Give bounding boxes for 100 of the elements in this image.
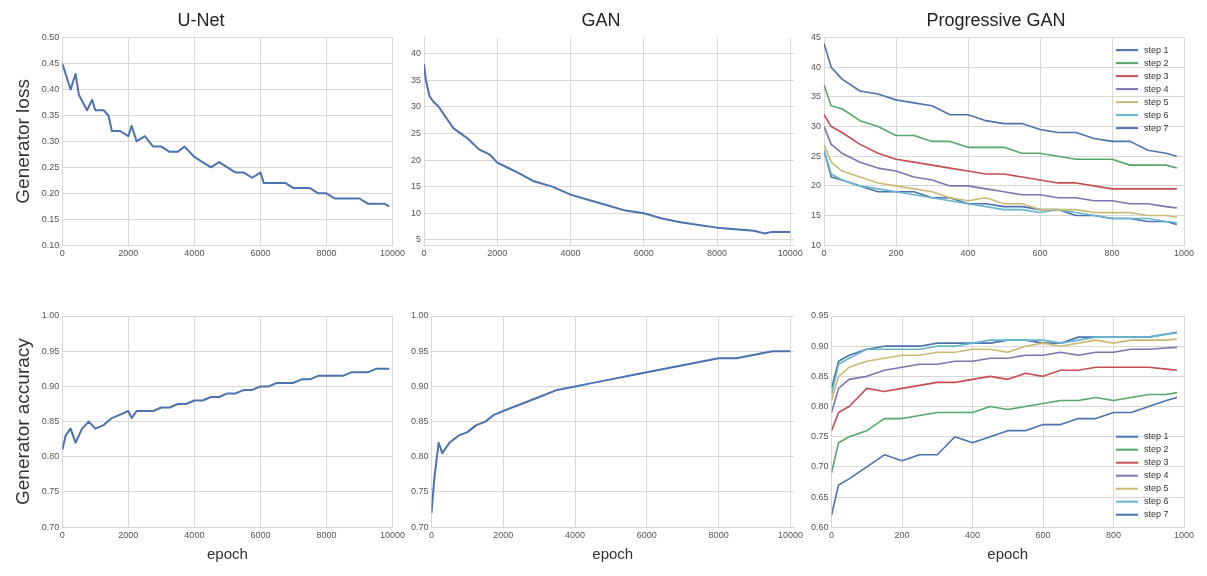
x-axis-title: epoch: [592, 545, 634, 563]
legend-label: step 4: [1144, 83, 1169, 94]
chart-title: GAN: [581, 9, 621, 30]
x-tick-label: 0: [59, 530, 65, 541]
legend-label: step 7: [1144, 509, 1169, 520]
legend-label: step 4: [1144, 470, 1169, 481]
x-tick-label: 0: [421, 248, 427, 259]
x-tick-label: 4000: [184, 530, 205, 541]
y-tick-label: 25: [411, 127, 422, 138]
x-tick-label: 2000: [118, 248, 139, 259]
y-tick-label: 30: [811, 121, 822, 132]
y-tick-label: 0.15: [41, 213, 60, 224]
x-tick-label: 600: [1035, 530, 1051, 541]
chart-title: U-Net: [177, 9, 225, 30]
y-tick-label: 0.90: [810, 340, 829, 351]
x-tick-label: 10000: [777, 248, 803, 259]
legend-label: step 5: [1144, 483, 1169, 494]
y-tick-label: 25: [811, 150, 822, 161]
x-tick-label: 0: [429, 530, 435, 541]
x-tick-label: 200: [894, 530, 910, 541]
y-tick-label: 0.85: [410, 416, 429, 427]
x-tick-label: 2000: [493, 530, 514, 541]
legend-label: step 2: [1144, 444, 1169, 455]
x-axis-title: epoch: [206, 545, 248, 563]
y-tick-label: 20: [811, 180, 822, 191]
x-tick-label: 6000: [250, 248, 271, 259]
legend-label: step 1: [1144, 44, 1169, 55]
y-tick-label: 0.70: [41, 521, 60, 532]
x-tick-label: 6000: [636, 530, 657, 541]
y-tick-label: 0.25: [41, 161, 60, 172]
legend-label: step 6: [1144, 109, 1169, 120]
y-tick-label: 0.85: [810, 370, 829, 381]
y-tick-label: 40: [811, 61, 822, 72]
x-tick-label: 1000: [1173, 530, 1195, 541]
y-tick-label: 0.70: [810, 461, 829, 472]
y-tick-label: 0.95: [410, 345, 429, 356]
y-tick-label: 15: [411, 181, 422, 192]
y-axis-title: Generator accuracy: [11, 337, 33, 506]
y-tick-label: 45: [811, 32, 822, 43]
y-tick-label: 0.80: [810, 401, 829, 411]
x-tick-label: 4000: [560, 248, 581, 259]
x-axis-title: epoch: [987, 545, 1029, 563]
legend-label: step 5: [1144, 96, 1169, 107]
x-tick-label: 8000: [316, 248, 337, 259]
y-tick-label: 0.75: [810, 431, 829, 442]
y-tick-label: 0.30: [41, 135, 60, 146]
y-tick-label: 0.45: [41, 58, 60, 69]
x-tick-label: 2000: [487, 248, 508, 259]
y-tick-label: 0.50: [41, 32, 60, 43]
y-tick-label: 0.90: [41, 380, 60, 391]
y-tick-label: 15: [811, 210, 822, 221]
x-tick-label: 4000: [565, 530, 586, 541]
y-tick-label: 0.90: [410, 380, 429, 391]
x-tick-label: 6000: [633, 248, 654, 259]
x-tick-label: 4000: [184, 248, 205, 259]
x-tick-label: 1000: [1173, 248, 1195, 259]
y-tick-label: 0.40: [41, 83, 60, 94]
x-tick-label: 200: [888, 248, 904, 259]
chart-title: Progressive GAN: [926, 9, 1066, 30]
y-tick-label: 35: [811, 91, 822, 102]
y-tick-label: 0.95: [41, 345, 60, 356]
y-tick-label: 5: [416, 234, 422, 245]
x-tick-label: 8000: [316, 530, 337, 541]
x-tick-label: 0: [59, 248, 65, 259]
x-tick-label: 0: [821, 248, 827, 259]
y-tick-label: 10: [811, 239, 822, 250]
y-tick-label: 0.70: [410, 521, 429, 532]
legend-label: step 7: [1144, 122, 1169, 133]
x-tick-label: 2000: [118, 530, 139, 541]
x-tick-label: 800: [1105, 530, 1122, 541]
legend-label: step 6: [1144, 496, 1169, 507]
y-tick-label: 0.75: [41, 486, 60, 497]
y-tick-label: 0.85: [41, 416, 60, 427]
x-tick-label: 8000: [707, 248, 728, 259]
x-tick-label: 600: [1032, 248, 1048, 259]
legend-label: step 3: [1144, 70, 1169, 81]
x-tick-label: 10000: [379, 248, 405, 259]
y-axis-title: Generator loss: [11, 79, 33, 204]
legend-label: step 2: [1144, 57, 1169, 68]
x-tick-label: 0: [829, 530, 835, 541]
legend-label: step 3: [1144, 457, 1169, 468]
x-tick-label: 800: [1104, 248, 1120, 259]
y-tick-label: 1.00: [410, 310, 429, 321]
y-tick-label: 0.10: [41, 239, 60, 250]
y-tick-label: 30: [411, 101, 422, 112]
x-tick-label: 400: [964, 530, 981, 541]
y-tick-label: 1.00: [41, 310, 60, 321]
y-tick-label: 0.80: [41, 451, 60, 462]
y-tick-label: 0.75: [410, 486, 429, 497]
x-tick-label: 10000: [379, 530, 405, 541]
y-tick-label: 40: [411, 48, 422, 59]
y-tick-label: 35: [411, 74, 422, 85]
y-tick-label: 0.60: [810, 521, 829, 532]
x-tick-label: 6000: [250, 530, 271, 541]
y-tick-label: 10: [411, 207, 422, 218]
y-tick-label: 0.20: [41, 187, 60, 198]
y-tick-label: 0.35: [41, 109, 60, 120]
x-tick-label: 10000: [777, 530, 803, 541]
x-tick-label: 400: [960, 248, 976, 259]
y-tick-label: 0.95: [810, 310, 829, 321]
